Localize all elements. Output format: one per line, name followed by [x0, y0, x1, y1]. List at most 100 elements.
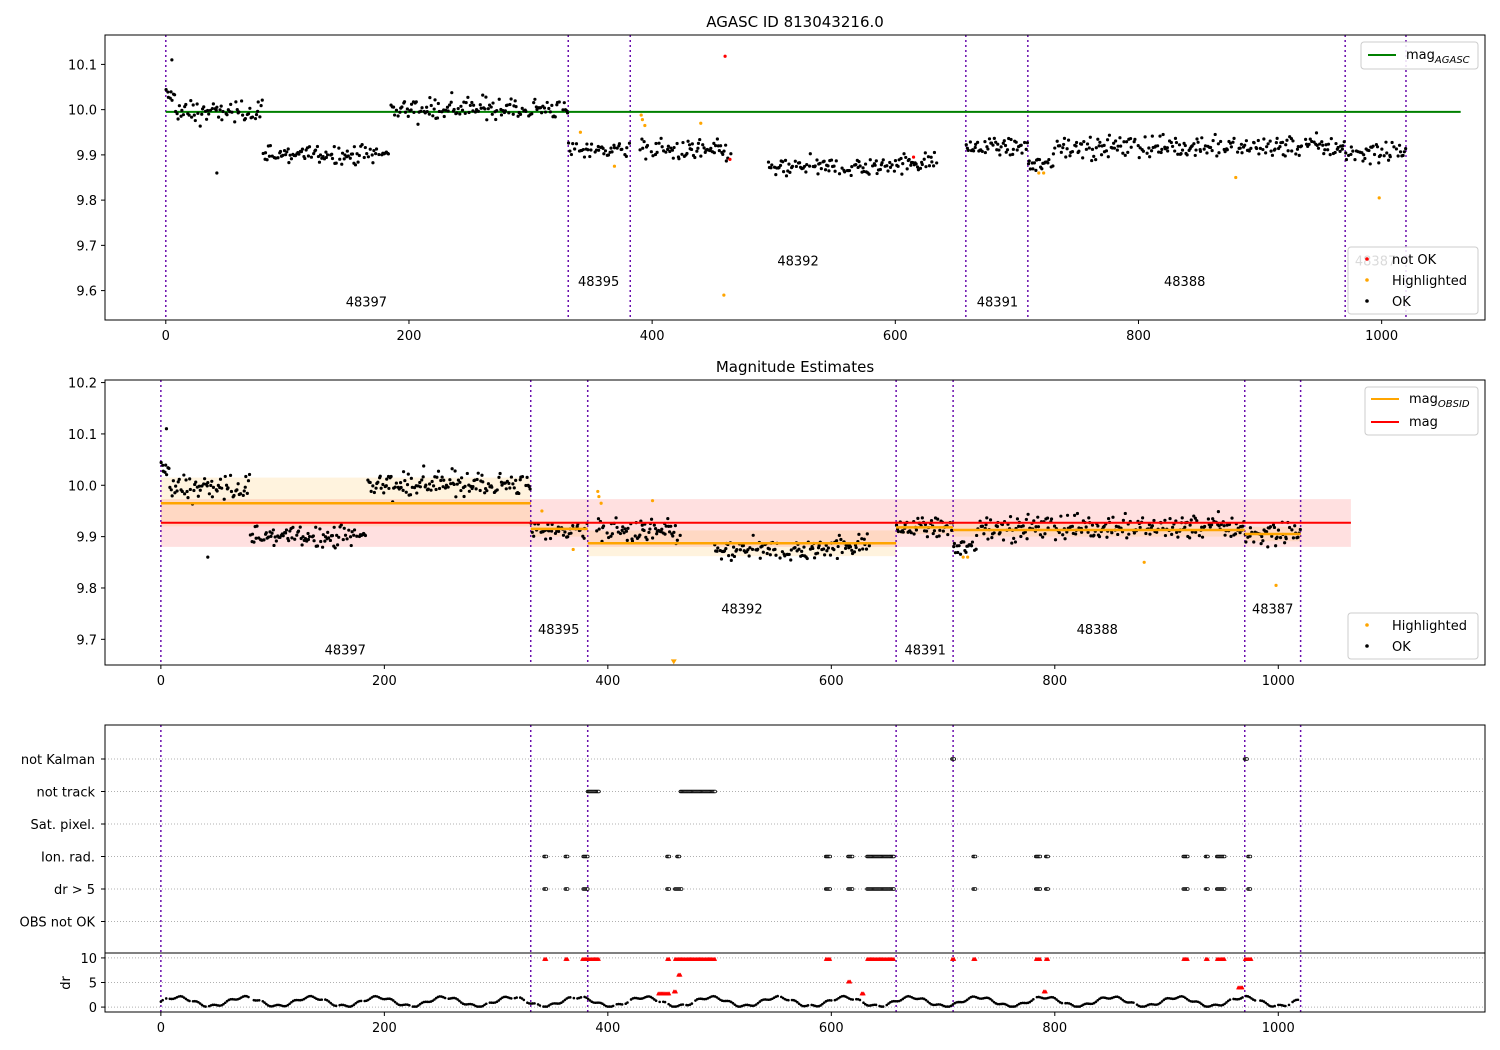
ok-point	[1344, 158, 1349, 162]
ok-point	[263, 151, 268, 155]
dr-ok-point	[944, 1005, 948, 1008]
ok-point	[459, 104, 463, 108]
dr-not-ok-marker	[1222, 956, 1227, 961]
ok-point	[696, 146, 700, 150]
ok-point	[1188, 536, 1192, 540]
obsid-label: 48388	[1077, 623, 1118, 638]
ok-point	[774, 553, 778, 557]
ok-point	[724, 546, 728, 551]
dr-ok-point	[776, 994, 779, 998]
obsid-label: 48391	[904, 644, 945, 659]
ok-point	[1008, 515, 1013, 519]
ok-point	[1141, 516, 1145, 520]
ok-point	[235, 488, 239, 492]
ok-point	[408, 493, 413, 497]
ok-point	[237, 110, 241, 114]
dr-ok-point	[1287, 1003, 1291, 1007]
ok-point	[881, 158, 885, 162]
ok-point	[1163, 533, 1168, 538]
ok-point	[300, 543, 304, 547]
dr-ok-point	[417, 1004, 420, 1007]
ok-point	[983, 140, 987, 144]
ok-point	[1043, 532, 1047, 536]
ok-point	[1223, 533, 1227, 537]
ok-point	[789, 558, 793, 562]
highlighted-point	[1377, 196, 1381, 200]
highlighted-point	[961, 555, 965, 559]
ok-point	[1027, 159, 1031, 163]
ok-point	[462, 494, 466, 499]
flag-event-marker	[952, 757, 957, 761]
ok-point	[1038, 533, 1043, 537]
ok-point	[784, 174, 789, 178]
ok-point	[952, 545, 956, 549]
ok-point	[228, 473, 233, 477]
ok-point	[420, 478, 424, 482]
ok-point	[1401, 153, 1405, 158]
ok-point	[659, 136, 663, 140]
ok-point	[1180, 516, 1184, 520]
ok-point	[439, 478, 443, 483]
ok-point	[811, 546, 815, 551]
ok-point	[334, 161, 338, 165]
ok-point	[175, 112, 179, 116]
dr-ok-point	[586, 997, 590, 1001]
mag-obsid-band	[160, 477, 531, 527]
ok-point	[758, 556, 762, 560]
ok-point	[1094, 146, 1098, 150]
ok-point	[899, 156, 903, 161]
ok-point	[497, 475, 501, 479]
ok-point	[699, 154, 703, 158]
ok-point	[1121, 518, 1125, 522]
dr-ok-point	[1055, 998, 1058, 1001]
ok-point	[1249, 146, 1253, 150]
ok-point	[260, 98, 264, 102]
dr-ok-point	[946, 1005, 949, 1008]
ok-point	[262, 538, 266, 542]
ok-point	[270, 531, 274, 535]
dr-ok-point	[796, 1000, 799, 1004]
ok-point	[486, 482, 491, 486]
ok-point	[615, 146, 619, 150]
ok-point	[1074, 532, 1078, 536]
ok-point	[1090, 147, 1095, 151]
ok-point	[992, 531, 996, 535]
flag-event-marker	[597, 789, 601, 794]
ok-point	[1308, 137, 1312, 141]
ok-point	[338, 157, 342, 161]
ok-point	[430, 479, 434, 484]
ok-point	[370, 153, 374, 157]
ok-point	[233, 120, 237, 124]
ok-point	[675, 141, 679, 146]
flag-event-marker	[850, 887, 855, 891]
ok-point	[166, 90, 170, 94]
flag-event-marker	[1222, 887, 1227, 891]
ok-point	[180, 108, 184, 112]
ok-point	[988, 518, 993, 522]
ok-point	[715, 549, 719, 553]
dr-ok-point	[797, 1002, 801, 1006]
ok-point	[1252, 540, 1256, 544]
ok-point	[871, 164, 875, 168]
ok-point	[1315, 143, 1319, 147]
ok-point	[224, 483, 229, 487]
ok-point	[562, 101, 566, 105]
ok-point	[1283, 154, 1287, 158]
ok-point	[914, 528, 919, 532]
ok-point	[452, 107, 456, 112]
ok-point	[1211, 138, 1215, 143]
ok-point	[783, 554, 787, 558]
ok-point	[1261, 539, 1265, 543]
ok-point	[317, 160, 322, 164]
dr-ok-point	[222, 1002, 225, 1006]
ok-point	[1229, 145, 1233, 149]
ok-point	[1351, 149, 1355, 153]
dr-ok-point	[499, 997, 502, 1001]
flag-event-marker	[1248, 854, 1253, 859]
ok-point	[520, 475, 525, 479]
ok-point	[202, 482, 206, 486]
ok-point	[346, 154, 350, 158]
ok-point	[938, 528, 942, 532]
ok-point	[1156, 144, 1160, 148]
ok-point	[574, 142, 579, 146]
